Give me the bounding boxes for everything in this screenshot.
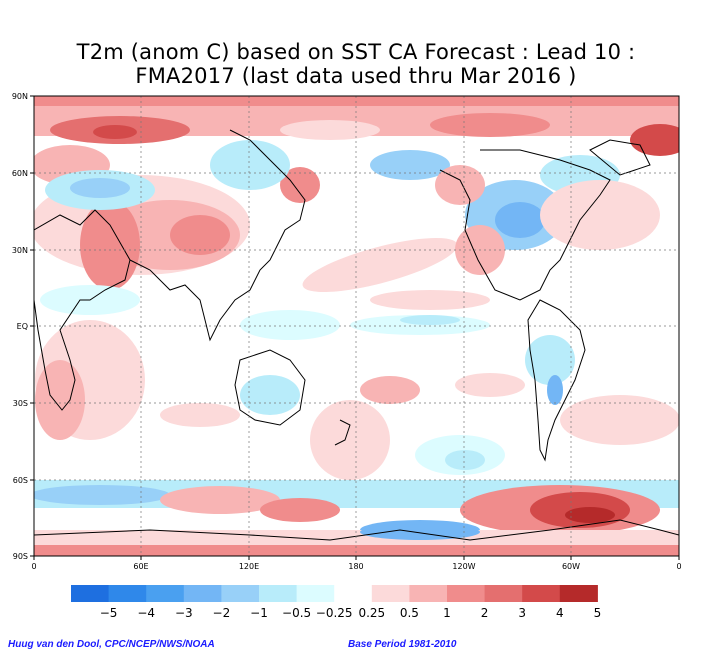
colorbar-label: 3 [518,606,526,620]
colorbar-swatch [296,585,335,602]
coastlines [34,129,679,541]
y-tick-label: 30N [12,246,28,255]
y-tick-label: 30S [13,399,28,408]
anomaly-field [34,96,679,556]
x-tick-label: 0 [31,562,36,571]
colorbar-label: −0.25 [316,606,353,620]
x-tick-label: 0 [676,562,681,571]
colorbar [71,585,598,602]
colorbar-label: −0.5 [282,606,311,620]
base-period-text: Base Period 1981-2010 [348,639,457,650]
colorbar-labels: −5 −4 −3 −2 −1 −0.5 −0.25 0.25 0.5 1 2 3 4 5 [100,606,601,620]
credit-text: Huug van den Dool, CPC/NCEP/NWS/NOAA [8,639,215,650]
colorbar-swatch [221,585,260,602]
colorbar-label: 2 [481,606,489,620]
colorbar-swatch [559,585,598,602]
colorbar-label: −5 [100,606,118,620]
colorbar-swatch [371,585,410,602]
y-tick-label: 60N [12,169,28,178]
colorbar-label: 4 [556,606,564,620]
colorbar-label: 5 [594,606,602,620]
x-tick-label: 60E [133,562,148,571]
colorbar-swatch [108,585,147,602]
graticule [34,96,679,556]
colorbar-swatch [522,585,561,602]
colorbar-label: −4 [137,606,155,620]
x-tick-label: 180 [348,562,363,571]
x-tick-label: 60W [562,562,580,571]
colorbar-swatch [259,585,298,602]
x-tick-label: 120W [452,562,475,571]
x-tick-label: 120E [239,562,259,571]
colorbar-label: −3 [175,606,193,620]
y-tick-label: EQ [17,322,28,331]
colorbar-label: 1 [443,606,451,620]
colorbar-label: −1 [250,606,268,620]
colorbar-swatch [146,585,185,602]
colorbar-label: 0.25 [358,606,385,620]
colorbar-swatch [71,585,110,602]
colorbar-label: 0.5 [400,606,419,620]
map-title-line-1: T2m (anom C) based on SST CA Forecast : … [76,40,636,64]
y-tick-label: 90N [12,92,28,101]
colorbar-swatch [183,585,222,602]
y-tick-label: 90S [13,552,28,561]
y-tick-label: 60S [13,476,28,485]
colorbar-swatch [409,585,448,602]
colorbar-swatch [484,585,523,602]
colorbar-label: −2 [213,606,231,620]
map-title-line-2: FMA2017 (last data used thru Mar 2016 ) [135,64,577,88]
colorbar-swatch [334,585,373,602]
colorbar-swatch [447,585,486,602]
